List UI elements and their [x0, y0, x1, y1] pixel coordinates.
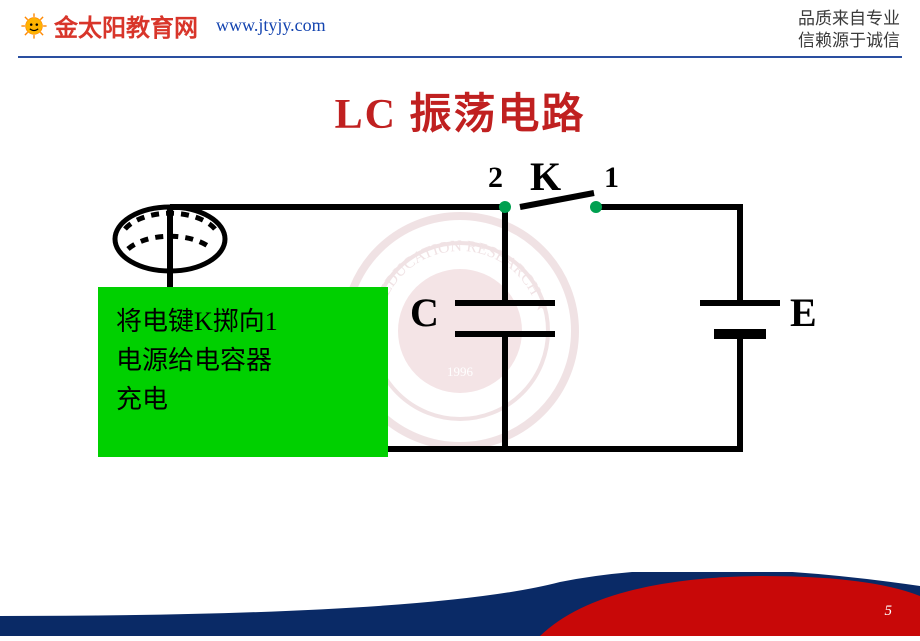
switch-node-1 — [590, 201, 602, 213]
header-tagline: 品质来自专业 信赖源于诚信 — [798, 8, 900, 52]
page-title: LC 振荡电路 — [0, 80, 920, 141]
header-left: 金太阳教育网 www.jtyjy.com — [20, 8, 326, 43]
footer: 5 — [0, 572, 920, 636]
sun-icon — [20, 12, 48, 40]
footer-swoosh — [0, 572, 920, 636]
label-C: C — [410, 289, 439, 336]
annotation-text: 将电键K掷向1 电源给电容器 充电 — [116, 302, 370, 419]
circuit-diagram: 1996 ★ EDUCATION RESEARCH ★ — [110, 159, 810, 479]
label-1: 1 — [604, 161, 619, 195]
label-2: 2 — [488, 161, 503, 195]
brand-text: 金太阳教育网 — [54, 8, 198, 43]
label-K: K — [530, 153, 561, 200]
annotation-box: 将电键K掷向1 电源给电容器 充电 — [98, 287, 388, 457]
tagline-line2: 信赖源于诚信 — [798, 30, 900, 52]
tagline-line1: 品质来自专业 — [798, 8, 900, 30]
header-divider — [18, 56, 902, 58]
header: 金太阳教育网 www.jtyjy.com 品质来自专业 信赖源于诚信 — [0, 0, 920, 56]
site-url[interactable]: www.jtyjy.com — [216, 15, 326, 36]
switch-node-2 — [499, 201, 511, 213]
page-number: 5 — [885, 603, 893, 620]
label-E: E — [790, 289, 817, 336]
